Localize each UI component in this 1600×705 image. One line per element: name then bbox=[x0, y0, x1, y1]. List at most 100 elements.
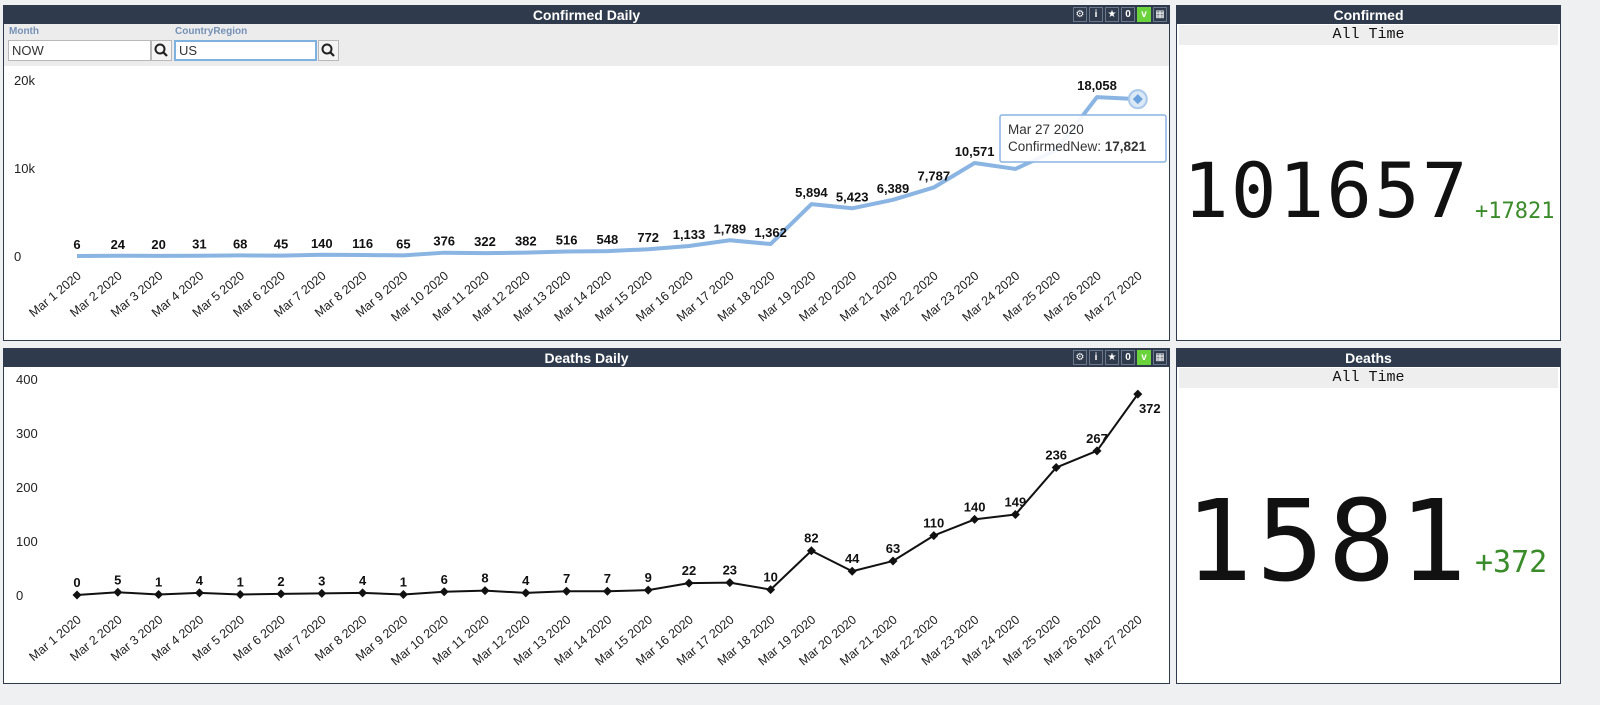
data-label: 1,362 bbox=[754, 225, 787, 240]
data-label: 1,789 bbox=[714, 221, 747, 236]
data-point bbox=[725, 578, 735, 588]
info-icon[interactable]: i bbox=[1089, 350, 1103, 365]
tooltip-value: 17,821 bbox=[1105, 139, 1147, 154]
data-point bbox=[888, 556, 898, 566]
info-icon[interactable]: i bbox=[1089, 7, 1103, 22]
deaths-daily-panel: Deaths Daily ⚙ i ★ 0 v ▦ 0 100 200 300 400 0 5… bbox=[3, 348, 1170, 684]
panel-title: Deaths bbox=[1345, 350, 1392, 366]
tooltip-value-line: ConfirmedNew: 17,821 bbox=[1008, 139, 1147, 154]
data-point bbox=[643, 585, 653, 595]
gear-icon[interactable]: ⚙ bbox=[1073, 7, 1087, 22]
zero-toggle[interactable]: 0 bbox=[1121, 350, 1135, 365]
panel-title: Confirmed bbox=[1333, 7, 1404, 23]
data-label: 45 bbox=[274, 237, 288, 252]
panel-toolbar: ⚙ i ★ 0 v ▦ bbox=[1073, 350, 1167, 365]
series-line bbox=[76, 95, 1138, 258]
series-line bbox=[76, 393, 1139, 596]
month-search-button[interactable] bbox=[151, 40, 172, 61]
y-tick-label: 400 bbox=[16, 372, 38, 387]
data-point bbox=[439, 587, 449, 597]
data-label: 116 bbox=[352, 236, 373, 251]
data-point bbox=[847, 566, 857, 576]
tooltip-date: Mar 27 2020 bbox=[1008, 122, 1084, 137]
month-input[interactable] bbox=[8, 40, 151, 61]
data-label: 1 bbox=[237, 574, 244, 589]
data-label: 44 bbox=[845, 551, 860, 566]
deaths-total-panel: Deaths All Time 1581 +372 bbox=[1176, 348, 1561, 684]
country-input[interactable] bbox=[174, 40, 317, 61]
data-point bbox=[929, 531, 939, 541]
data-point bbox=[276, 589, 286, 599]
data-label: 82 bbox=[804, 531, 818, 546]
data-label: 382 bbox=[515, 234, 537, 249]
deaths-daily-titlebar: Deaths Daily ⚙ i ★ 0 v ▦ bbox=[4, 349, 1169, 367]
data-label: 149 bbox=[1005, 495, 1027, 510]
data-point bbox=[602, 586, 612, 596]
hover-point bbox=[1132, 94, 1143, 105]
data-point bbox=[72, 590, 82, 600]
tooltip-label: ConfirmedNew: bbox=[1008, 139, 1105, 154]
data-point bbox=[806, 546, 816, 556]
confirmed-total-titlebar: Confirmed bbox=[1177, 6, 1560, 24]
data-label: 6 bbox=[441, 572, 448, 587]
data-label: 9 bbox=[645, 570, 652, 585]
data-label: 110 bbox=[923, 516, 944, 531]
table-icon[interactable]: ▦ bbox=[1153, 7, 1167, 22]
check-toggle[interactable]: v bbox=[1137, 7, 1151, 22]
data-label: 7 bbox=[604, 571, 611, 586]
table-icon[interactable]: ▦ bbox=[1153, 350, 1167, 365]
data-point bbox=[562, 586, 572, 596]
star-icon[interactable]: ★ bbox=[1105, 7, 1119, 22]
y-tick-label: 300 bbox=[16, 426, 38, 441]
data-point bbox=[1092, 446, 1102, 456]
y-tick-label: 0 bbox=[16, 588, 23, 603]
data-label: 3 bbox=[318, 573, 325, 588]
data-label: 5,894 bbox=[795, 185, 828, 200]
zero-toggle[interactable]: 0 bbox=[1121, 7, 1135, 22]
check-toggle[interactable]: v bbox=[1137, 350, 1151, 365]
data-point bbox=[358, 588, 368, 598]
deaths-delta: +372 bbox=[1475, 545, 1548, 580]
y-tick-label: 100 bbox=[16, 534, 38, 549]
data-label: 63 bbox=[886, 541, 900, 556]
data-label: 548 bbox=[597, 232, 619, 247]
data-label: 376 bbox=[433, 234, 455, 249]
data-point bbox=[113, 587, 123, 597]
data-label: 8 bbox=[481, 571, 488, 586]
data-point bbox=[970, 514, 980, 524]
panel-title: Confirmed Daily bbox=[532, 7, 641, 23]
country-filter-label: CountryRegion bbox=[175, 26, 248, 37]
data-label: 23 bbox=[723, 563, 737, 578]
confirmed-daily-chart: 0 10k 20k 6 24 20 31 68 45 140 116 65 376 322 382 516 54… bbox=[14, 73, 1167, 324]
month-filter-label: Month bbox=[9, 26, 39, 37]
data-label: 4 bbox=[359, 573, 367, 588]
gear-icon[interactable]: ⚙ bbox=[1073, 350, 1087, 365]
data-label: 6 bbox=[73, 237, 80, 252]
data-point bbox=[521, 588, 531, 598]
data-label: 4 bbox=[522, 573, 530, 588]
data-label: 10,571 bbox=[955, 144, 995, 159]
data-label: 140 bbox=[311, 236, 333, 251]
search-icon bbox=[154, 43, 168, 57]
filter-bar: Month CountryRegion bbox=[4, 24, 1169, 66]
data-point bbox=[766, 585, 776, 595]
period-label: All Time bbox=[1179, 368, 1558, 388]
star-icon[interactable]: ★ bbox=[1105, 350, 1119, 365]
data-point bbox=[480, 586, 490, 596]
data-label: 5 bbox=[114, 572, 121, 587]
confirmed-total-value: 101657 bbox=[1183, 146, 1470, 235]
data-label: 7,787 bbox=[918, 168, 951, 183]
data-point bbox=[317, 588, 327, 598]
data-label: 1,133 bbox=[673, 227, 706, 242]
deaths-total-value: 1581 bbox=[1185, 477, 1471, 607]
data-label: 322 bbox=[474, 234, 496, 249]
data-label: 18,058 bbox=[1077, 78, 1117, 93]
data-point bbox=[398, 589, 408, 599]
data-label: 372 bbox=[1139, 401, 1161, 416]
country-search-button[interactable] bbox=[318, 40, 339, 61]
y-tick-label: 10k bbox=[14, 161, 35, 176]
data-label: 7 bbox=[563, 571, 570, 586]
confirmed-daily-titlebar: Confirmed Daily ⚙ i ★ 0 v ▦ bbox=[4, 6, 1169, 24]
data-label: 1 bbox=[400, 574, 407, 589]
